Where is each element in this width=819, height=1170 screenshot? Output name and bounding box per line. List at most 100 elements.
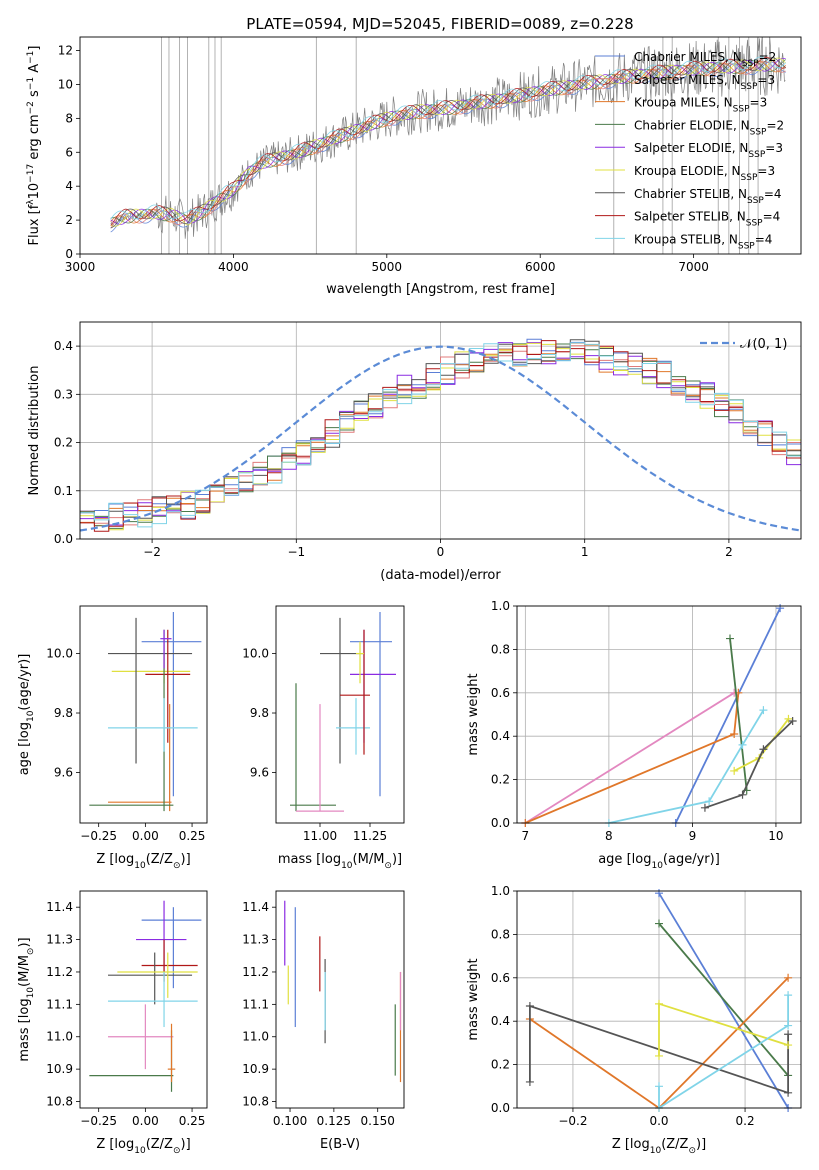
series-marker: [655, 889, 663, 898]
label-part: Chabrier ELODIE, N: [634, 118, 750, 132]
errorbar-chabrier_stelib: [320, 617, 364, 764]
y-tick-label: 9.8: [250, 706, 269, 720]
y-axis-label: Flux [fλ10−17 erg cm−2 s−1 A−1]: [26, 46, 42, 246]
label-part: −1: [26, 51, 36, 64]
label-part: =4: [763, 210, 781, 224]
label-part: ⊙: [173, 861, 181, 871]
series-marker: [784, 1041, 793, 1050]
y-tick-label: 0.6: [491, 686, 510, 700]
legend-entry: Salpeter STELIB, NSSP=4: [634, 210, 780, 229]
label-part: 10: [650, 1146, 662, 1156]
x-tick-label: 11.25: [353, 829, 387, 843]
y-tick-label: 11.1: [242, 997, 269, 1011]
label-part: )]: [696, 1137, 706, 1152]
y-tick-label: 0.0: [491, 816, 510, 830]
label-part: ⊙: [688, 1146, 696, 1156]
figure-title: PLATE=0594, MJD=52045, FIBERID=0089, z=0…: [246, 15, 633, 33]
y-tick-label: 2: [65, 213, 73, 227]
x-tick-label: −1: [287, 545, 305, 559]
y-tick-label: 0.8: [491, 927, 510, 941]
legend-entry: Chabrier STELIB, NSSP=4: [634, 187, 782, 206]
series-marker: [788, 717, 797, 726]
x-tick-label: 11.00: [303, 829, 337, 843]
errorbar-kroupa_stelib: [336, 698, 370, 755]
x-tick-label: 10: [768, 829, 783, 843]
y-tick-label: 10.8: [242, 1095, 269, 1109]
x-tick-label: 7000: [678, 260, 709, 274]
x-tick-label: −0.25: [80, 829, 117, 843]
label-part: Salpeter ELODIE, N: [634, 141, 748, 155]
legend-entry: Chabrier ELODIE, NSSP=2: [634, 118, 784, 137]
label-part: A: [27, 64, 42, 77]
panel-residuals: −2 −1 0 1 2 0.0 0.1 0.2 0.3 0.4 (data-model)/error…: [27, 321, 802, 583]
model-line-kroupa_stelib: [110, 56, 786, 220]
label-part: erg cm: [27, 114, 42, 163]
x-axis-label: wavelength [Angstrom, rest frame]: [326, 282, 555, 297]
legend-entry: Kroupa STELIB, NSSP=4: [634, 232, 772, 251]
label-part: SSP: [733, 105, 750, 115]
axes-frame: [516, 605, 802, 824]
panel-mass-vs-Z: −0.25 0.00 0.25 10.8 10.9 11.0 11.1 11.2 11.3 11.…: [17, 890, 208, 1156]
y-tick-label: 0.2: [491, 1058, 510, 1072]
label-part: Z [log: [96, 852, 134, 867]
y-tick-label: 11.0: [242, 1030, 269, 1044]
errorbar-kroupa_miles: [108, 704, 172, 812]
errorbar-kroupa_stelib: [108, 698, 198, 752]
x-tick-label: 1: [581, 545, 589, 559]
label-part: =4: [755, 232, 773, 246]
y-tick-label: 0.2: [491, 773, 510, 787]
label-part: −17: [26, 164, 36, 183]
panel-weight-vs-Z: −0.2 0.0 0.2 0.0 0.2 0.4 0.6 0.8 1.0 Z [log10(Z/Z…: [466, 884, 802, 1156]
label-part: (Z/Z: [661, 1137, 688, 1152]
errorbar-chabrier_elodie: [290, 683, 336, 812]
label-part: ⊙: [26, 948, 36, 956]
label-part: Kroupa MILES, N: [634, 96, 733, 110]
label-part: Flux [f: [27, 204, 42, 245]
axes-frame: [79, 890, 208, 1109]
x-tick-label: −2: [143, 545, 161, 559]
x-tick-label: −0.25: [80, 1114, 117, 1128]
series-marker: [525, 1077, 534, 1086]
x-tick-label: 0.100: [273, 1114, 307, 1128]
x-tick-label: 0.25: [179, 829, 206, 843]
y-axis-label: mass weight: [466, 673, 481, 755]
label-part: 10: [341, 861, 353, 871]
x-axis-label: Z [log10(Z/Z⊙)]: [96, 852, 190, 871]
label-part: SSP: [748, 150, 765, 160]
legend-entry: Chabrier MILES, NSSP=2: [634, 50, 776, 69]
label-part: )]: [181, 852, 191, 867]
errorbar-kroupa_elodie: [111, 653, 191, 684]
x-tick-label: 0.2: [736, 1114, 755, 1128]
series-marker: [784, 1088, 793, 1097]
label-part: SSP: [750, 127, 767, 137]
label-part: )]: [181, 1137, 191, 1152]
label-part: age [log: [17, 722, 32, 775]
series-line-chabrier_stelib: [704, 720, 794, 809]
series-marker: [525, 1002, 534, 1011]
series-marker: [784, 714, 793, 723]
series-marker: [759, 745, 768, 754]
label-part: =2: [759, 50, 777, 64]
errorbar-chabrier_elodie: [89, 1030, 174, 1092]
legend-entry: 𝒩(0, 1): [740, 337, 787, 352]
x-tick-label: 9: [689, 829, 697, 843]
series-marker: [776, 604, 785, 613]
errorbar-pink: [108, 1004, 174, 1070]
y-tick-label: 10: [58, 77, 73, 91]
y-tick-label: 9.8: [54, 706, 73, 720]
label-part: SSP: [742, 59, 759, 69]
series-marker: [700, 803, 709, 812]
y-tick-label: 11.2: [46, 965, 73, 979]
series-marker: [655, 999, 663, 1008]
x-tick-label: −0.2: [558, 1114, 587, 1128]
series-line-chabrier_elodie: [729, 638, 748, 791]
panel-mass-vs-ebv: 0.100 0.125 0.150 10.8 10.9 11.0 11.1 11.2 11.3 1…: [242, 890, 405, 1152]
x-axis-label: age [log10(age/yr)]: [598, 852, 720, 871]
y-tick-label: 11.1: [46, 997, 73, 1011]
spectrum-data-line: [110, 37, 786, 239]
x-tick-label: 0: [437, 545, 445, 559]
series-marker: [655, 1051, 663, 1060]
x-tick-label: 0.150: [361, 1114, 395, 1128]
label-part: (age/yr)]: [663, 852, 720, 867]
